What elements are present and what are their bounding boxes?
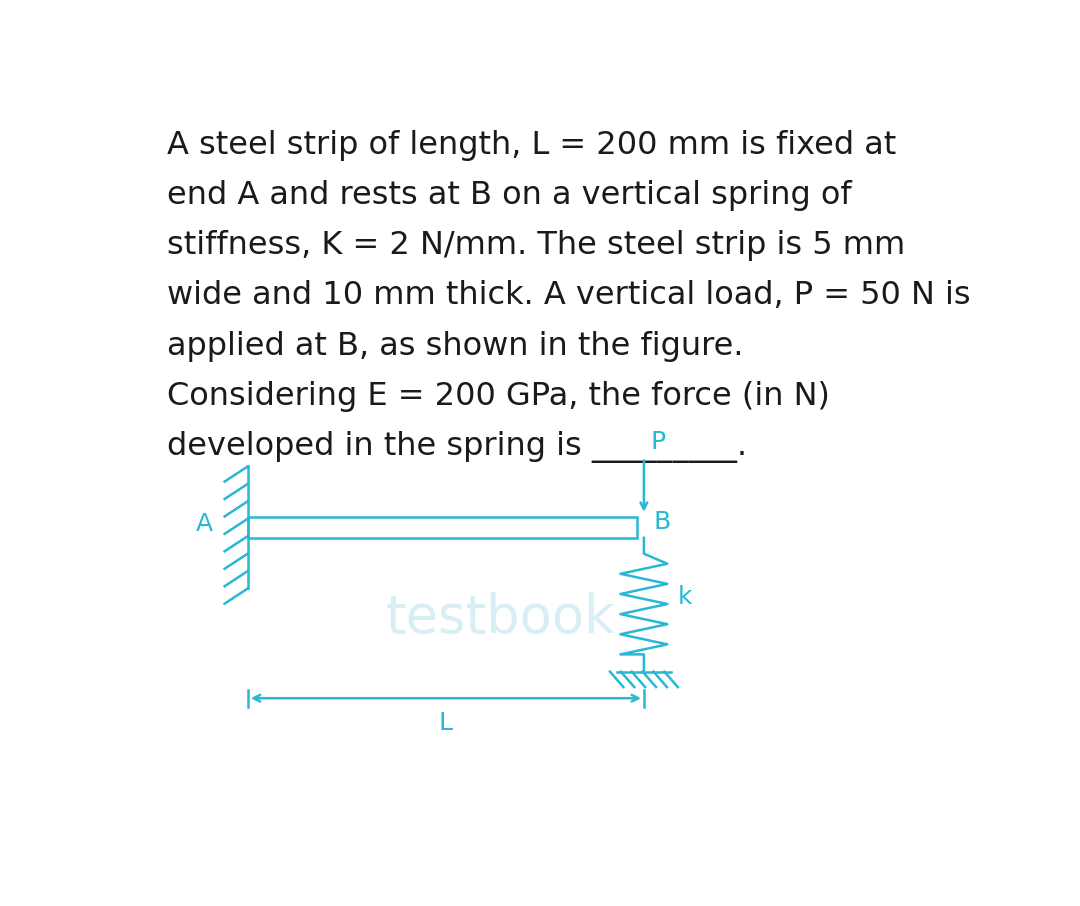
Text: stiffness, K = 2 N/mm. The steel strip is 5 mm: stiffness, K = 2 N/mm. The steel strip i… (166, 230, 905, 261)
Text: end A and rests at B on a vertical spring of: end A and rests at B on a vertical sprin… (166, 180, 851, 211)
Text: k: k (677, 585, 692, 609)
Text: A steel strip of length, L = 200 mm is fixed at: A steel strip of length, L = 200 mm is f… (166, 130, 896, 160)
Text: P: P (650, 430, 665, 454)
Text: B: B (653, 510, 671, 534)
Bar (248, 516, 637, 538)
Text: A: A (197, 512, 213, 535)
Text: Considering E = 200 GPa, the force (in N): Considering E = 200 GPa, the force (in N… (166, 381, 829, 412)
Text: applied at B, as shown in the figure.: applied at B, as shown in the figure. (166, 331, 743, 361)
Text: testbook: testbook (387, 592, 616, 644)
Text: developed in the spring is _________.: developed in the spring is _________. (166, 431, 747, 463)
Text: L: L (438, 711, 453, 735)
Text: wide and 10 mm thick. A vertical load, P = 50 N is: wide and 10 mm thick. A vertical load, P… (166, 280, 971, 312)
